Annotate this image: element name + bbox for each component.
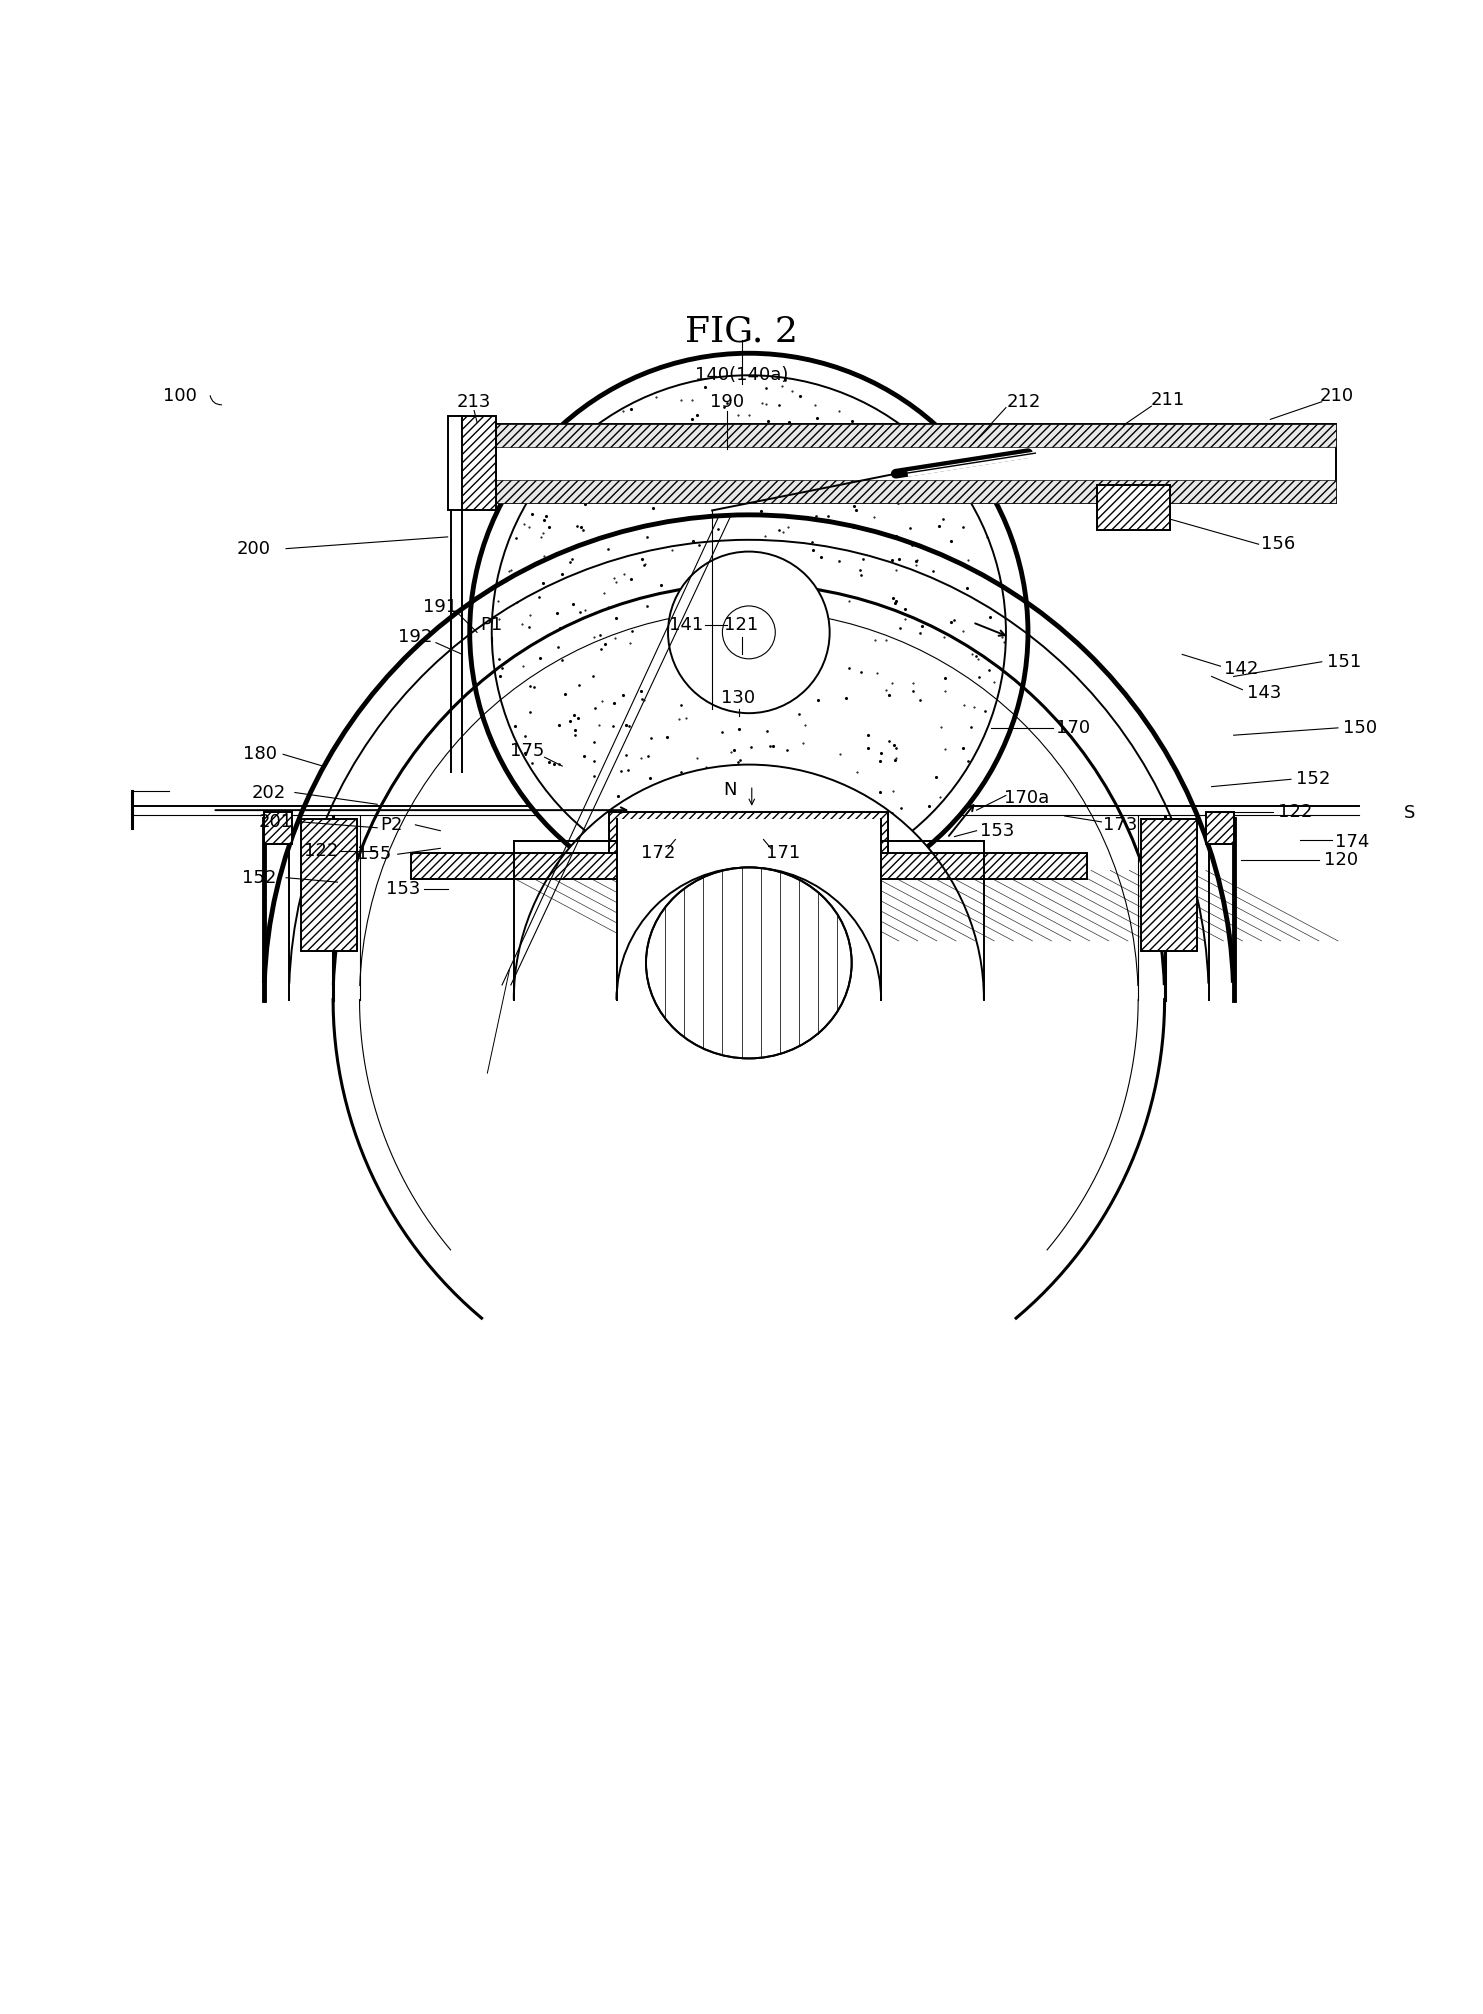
Text: 211: 211	[1151, 391, 1185, 409]
Text: P2: P2	[381, 816, 403, 834]
Text: 120: 120	[1324, 852, 1358, 870]
Circle shape	[470, 352, 1028, 912]
Text: 175: 175	[510, 743, 544, 761]
Bar	[460, 417, 497, 510]
Text: 156: 156	[1261, 536, 1295, 554]
Text: 141: 141	[669, 616, 703, 634]
Wedge shape	[513, 765, 983, 999]
Text: N: N	[724, 781, 737, 800]
Bar	[610, 812, 888, 852]
Text: 155: 155	[357, 846, 392, 864]
Bar	[610, 812, 888, 852]
Text: S: S	[1404, 804, 1416, 822]
Circle shape	[667, 552, 829, 713]
Bar	[460, 479, 1336, 504]
Text: 191: 191	[423, 598, 457, 616]
Text: 151: 151	[1327, 653, 1361, 671]
Text: 152: 152	[242, 868, 277, 886]
Circle shape	[722, 606, 776, 659]
Text: 153: 153	[387, 880, 421, 898]
Bar	[301, 820, 356, 951]
Text: 202: 202	[251, 783, 286, 802]
Bar	[264, 812, 292, 844]
Text: 201: 201	[258, 814, 292, 832]
Text: P1: P1	[480, 616, 503, 634]
Text: 140(140a): 140(140a)	[696, 367, 787, 385]
Bar	[1206, 812, 1234, 844]
Text: 170: 170	[1056, 719, 1090, 737]
Text: 172: 172	[641, 844, 675, 862]
Text: 152: 152	[1296, 769, 1330, 787]
Text: 213: 213	[457, 393, 491, 411]
Text: FIG. 2: FIG. 2	[685, 314, 798, 348]
Bar	[411, 852, 1087, 880]
Text: 210: 210	[1320, 387, 1354, 405]
Bar	[411, 852, 1087, 880]
Text: 143: 143	[1247, 683, 1281, 701]
Text: 122: 122	[1278, 804, 1312, 820]
Text: 122: 122	[304, 842, 338, 860]
Text: 174: 174	[1336, 834, 1370, 852]
Text: 190: 190	[710, 393, 744, 411]
Bar	[460, 417, 497, 510]
Ellipse shape	[647, 868, 851, 1059]
Text: 171: 171	[765, 844, 799, 862]
Bar	[1097, 485, 1170, 530]
Wedge shape	[617, 868, 881, 999]
Text: 173: 173	[1103, 816, 1137, 834]
Bar	[301, 820, 356, 951]
Text: 180: 180	[243, 745, 277, 763]
Text: 153: 153	[980, 822, 1014, 840]
Bar	[1140, 820, 1197, 951]
Text: 121: 121	[724, 616, 759, 634]
Text: 212: 212	[1007, 393, 1041, 411]
Bar	[1206, 812, 1234, 844]
Bar	[448, 417, 463, 510]
Text: 170a: 170a	[1004, 789, 1048, 808]
Text: 130: 130	[722, 689, 756, 707]
Bar	[460, 423, 1336, 447]
Bar	[1140, 820, 1197, 951]
Bar	[264, 812, 292, 844]
Bar	[1097, 485, 1170, 530]
Text: 150: 150	[1344, 719, 1378, 737]
Bar	[617, 820, 881, 999]
Text: 200: 200	[237, 540, 271, 558]
Text: 142: 142	[1223, 661, 1258, 679]
Text: 100: 100	[163, 387, 197, 405]
Text: 192: 192	[397, 628, 433, 646]
Bar	[460, 423, 1336, 504]
